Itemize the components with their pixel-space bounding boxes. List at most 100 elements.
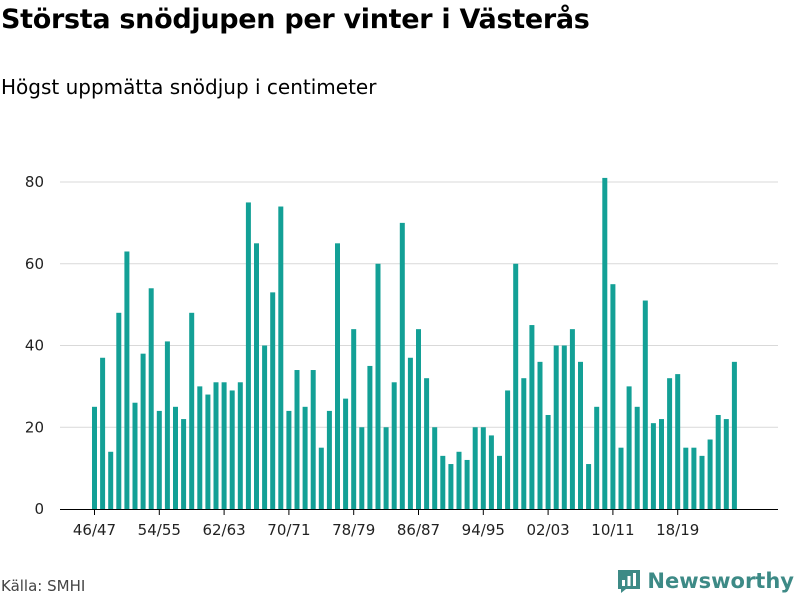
bar-91/92 <box>456 451 462 509</box>
bar-58/59 <box>189 312 195 509</box>
y-tick-label: 80 <box>25 173 44 191</box>
y-tick-label: 40 <box>25 337 44 355</box>
bar-03/04 <box>553 345 559 509</box>
brand-logo: Newsworthy <box>617 568 794 594</box>
bar-97/98 <box>505 390 511 509</box>
bar-18/19 <box>675 374 681 509</box>
bar-73/74 <box>310 370 316 509</box>
bar-06/07 <box>578 361 583 509</box>
bar-72/73 <box>302 406 308 509</box>
bar-undefined <box>723 419 729 509</box>
x-tick-label: 02/03 <box>526 521 569 539</box>
bar-66/67 <box>254 243 259 509</box>
bar-99/00 <box>521 378 527 509</box>
x-tick-label: 46/47 <box>73 521 116 539</box>
bar-05/06 <box>569 329 575 509</box>
brand-name: Newsworthy <box>647 569 794 593</box>
bar-16/17 <box>659 419 664 509</box>
bar-80/81 <box>367 365 373 509</box>
x-tick-label: 10/11 <box>591 521 634 539</box>
chart-subtitle: Högst uppmätta snödjup i centimeter <box>1 75 377 99</box>
bar-90/91 <box>448 464 454 509</box>
bar-83/84 <box>391 382 397 509</box>
bar-92/93 <box>464 459 470 509</box>
bar-74/75 <box>318 447 324 509</box>
bar-77/78 <box>343 398 349 509</box>
bar-69/70 <box>278 206 284 509</box>
bar-82/83 <box>383 427 389 509</box>
source-note: Källa: SMHI <box>1 577 86 595</box>
bar-85/86 <box>407 357 413 509</box>
bar-17/18 <box>667 378 673 509</box>
x-tick-label: 78/79 <box>332 521 375 539</box>
bar-08/09 <box>594 406 600 509</box>
bar-53/54 <box>148 288 154 509</box>
bar-98/99 <box>513 263 519 509</box>
bar-52/53 <box>140 353 146 509</box>
bar-64/65 <box>237 382 243 509</box>
bar-12/13 <box>626 386 632 509</box>
y-tick-label: 60 <box>25 255 44 273</box>
bar-13/14 <box>634 406 640 509</box>
bar-51/52 <box>132 402 138 509</box>
bar-09/10 <box>602 177 608 509</box>
bar-67/68 <box>262 345 268 509</box>
bar-60/61 <box>205 394 211 509</box>
y-tick-label: 20 <box>25 418 44 436</box>
bar-78/79 <box>351 329 357 509</box>
bar-19/20 <box>683 447 689 509</box>
bar-54/55 <box>156 410 162 509</box>
bar-86/87 <box>416 329 421 509</box>
bar-70/71 <box>286 410 292 509</box>
bar-46/47 <box>92 406 97 509</box>
bar-47/48 <box>100 357 106 509</box>
bar-56/57 <box>173 406 178 509</box>
x-tick-label: 86/87 <box>397 521 440 539</box>
bar-88/89 <box>432 427 438 509</box>
bar-00/01 <box>529 325 535 509</box>
x-tick-label: 94/95 <box>462 521 505 539</box>
bar-71/72 <box>294 370 300 509</box>
chart-title: Största snödjupen per vinter i Västerås <box>1 4 590 35</box>
y-tick-label: 0 <box>34 500 44 518</box>
newsworthy-logo-icon <box>618 570 641 593</box>
bar-87/88 <box>424 378 430 509</box>
bar-55/56 <box>164 341 170 509</box>
bar-96/97 <box>497 455 502 509</box>
bar-81/82 <box>375 263 381 509</box>
bar-61/62 <box>213 382 219 509</box>
bar-04/05 <box>561 345 567 509</box>
bar-07/08 <box>586 464 592 509</box>
bar-50/51 <box>124 251 130 510</box>
bar-89/90 <box>440 455 446 509</box>
bar-21/22 <box>699 455 705 509</box>
bar-95/96 <box>488 435 494 509</box>
bar-76/77 <box>335 243 340 509</box>
bar-93/94 <box>472 427 478 509</box>
bar-75/76 <box>326 410 332 509</box>
bar-14/15 <box>642 300 648 509</box>
bar-22/23 <box>707 439 713 509</box>
bar-23/24 <box>715 414 721 509</box>
bar-48/49 <box>108 451 114 509</box>
bar-10/11 <box>610 284 616 509</box>
bar-68/69 <box>270 292 276 509</box>
bar-15/16 <box>650 423 656 509</box>
bar-62/63 <box>221 382 227 509</box>
x-tick-label: 62/63 <box>202 521 245 539</box>
bar-20/21 <box>691 447 697 509</box>
bar-57/58 <box>181 419 187 509</box>
x-tick-label: 54/55 <box>138 521 181 539</box>
bar-79/80 <box>359 427 365 509</box>
bar-94/95 <box>480 427 486 509</box>
bar-49/50 <box>116 312 122 509</box>
bar-02/03 <box>545 414 551 509</box>
bar-65/66 <box>245 202 251 509</box>
bar-59/60 <box>197 386 203 509</box>
bar-undefined <box>731 361 737 509</box>
bar-84/85 <box>399 222 405 509</box>
bar-11/12 <box>618 447 624 509</box>
bar-63/64 <box>229 390 235 509</box>
bar-01/02 <box>537 361 543 509</box>
